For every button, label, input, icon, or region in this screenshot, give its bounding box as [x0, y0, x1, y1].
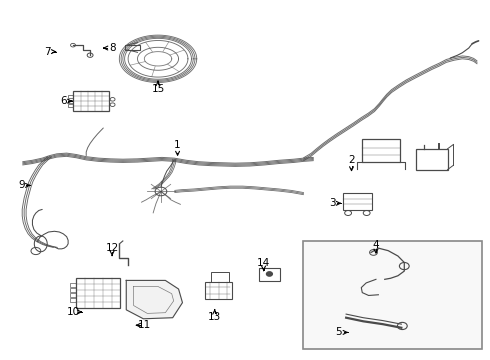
- Text: 10: 10: [67, 307, 79, 317]
- Bar: [70, 293, 76, 297]
- Text: 1: 1: [174, 140, 181, 150]
- Bar: [211, 272, 229, 282]
- Text: 11: 11: [138, 320, 151, 330]
- Text: 12: 12: [105, 243, 119, 253]
- Bar: [68, 95, 74, 98]
- Bar: [303, 241, 482, 349]
- Text: 3: 3: [329, 198, 335, 208]
- Text: 4: 4: [372, 240, 379, 250]
- Bar: [205, 282, 232, 299]
- Polygon shape: [126, 280, 182, 319]
- Text: 14: 14: [257, 258, 270, 268]
- Bar: [259, 267, 280, 281]
- Text: 6: 6: [60, 96, 67, 106]
- Bar: [416, 149, 447, 170]
- Text: 8: 8: [109, 43, 116, 53]
- Text: 2: 2: [348, 155, 355, 165]
- Bar: [70, 298, 76, 302]
- Bar: [70, 283, 76, 287]
- Bar: [362, 139, 400, 162]
- Text: 5: 5: [336, 327, 342, 337]
- Text: 7: 7: [44, 46, 50, 57]
- Bar: [76, 278, 121, 308]
- Text: 9: 9: [18, 180, 24, 190]
- Bar: [74, 91, 109, 111]
- Text: 13: 13: [208, 312, 221, 322]
- Text: 15: 15: [151, 84, 165, 94]
- Bar: [68, 104, 74, 107]
- Circle shape: [267, 272, 272, 276]
- Bar: [343, 193, 371, 210]
- Bar: [125, 45, 141, 50]
- Bar: [70, 288, 76, 292]
- Bar: [68, 100, 74, 103]
